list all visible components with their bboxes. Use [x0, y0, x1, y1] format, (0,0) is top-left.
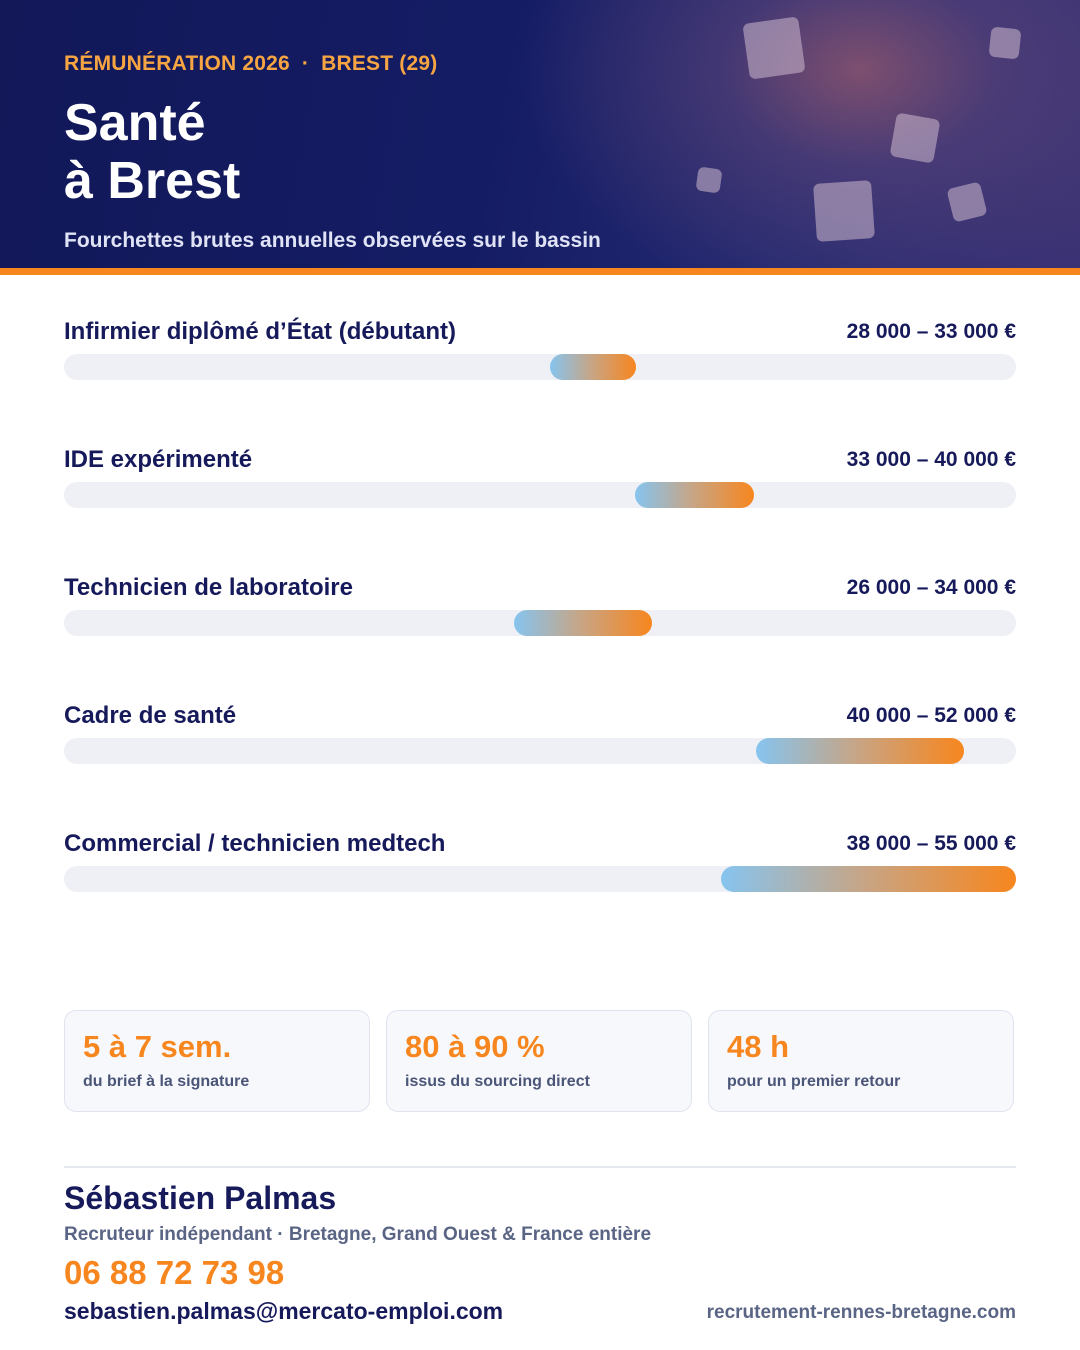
salary-range: 28 000 – 33 000 € — [846, 320, 1016, 343]
contact-role: Recruteur indépendant · Bretagne, Grand … — [64, 1224, 652, 1245]
title-line-2: à Brest — [64, 152, 241, 210]
decor-square-icon — [742, 16, 806, 80]
salary-range: 26 000 – 34 000 € — [846, 576, 1016, 599]
salary-row: Infirmier diplômé d’État (débutant) 28 0… — [64, 300, 1016, 410]
salary-range-bar — [756, 738, 964, 764]
page-subtitle: Fourchettes brutes annuelles observées s… — [64, 229, 601, 252]
salary-range-bar — [635, 482, 754, 508]
salary-role: Cadre de santé — [64, 702, 237, 729]
salary-range-bar — [514, 610, 652, 636]
stat-label: pour un premier retour — [727, 1073, 901, 1090]
contact-website-link[interactable]: recrutement-rennes-bretagne.com — [706, 1302, 1016, 1323]
salary-row: Cadre de santé 40 000 – 52 000 € — [64, 684, 1016, 794]
contact-email-link[interactable]: sebastien.palmas@mercato-emploi.com — [64, 1298, 504, 1324]
stat-label: issus du sourcing direct — [405, 1073, 590, 1090]
salary-track — [64, 610, 1016, 636]
salary-track — [64, 866, 1016, 892]
salary-range: 33 000 – 40 000 € — [846, 448, 1016, 471]
accent-stripe — [0, 268, 1080, 275]
page-title: Santé à Brest — [64, 94, 240, 210]
stat-value: 80 à 90 % — [405, 1029, 545, 1064]
contact-phone-link[interactable]: 06 88 72 73 98 — [64, 1254, 285, 1291]
salary-range-bar — [550, 354, 636, 380]
decor-square-icon — [988, 26, 1022, 60]
stat-value: 48 h — [727, 1029, 790, 1064]
kicker-location: BREST (29) — [321, 52, 438, 75]
stat-card: 48 h pour un premier retour — [708, 1010, 1014, 1112]
salary-row: Commercial / technicien medtech 38 000 –… — [64, 812, 1016, 922]
salary-track — [64, 738, 1016, 764]
hero-banner: RÉMUNÉRATION 2026 · BREST (29) Santé à Bre… — [0, 0, 1080, 268]
salary-track — [64, 354, 1016, 380]
salary-role: Technicien de laboratoire — [64, 574, 353, 601]
stat-card: 5 à 7 sem. du brief à la signature — [64, 1010, 370, 1112]
stat-card: 80 à 90 % issus du sourcing direct — [386, 1010, 692, 1112]
salary-role: IDE expérimenté — [64, 446, 253, 473]
hero-kicker: RÉMUNÉRATION 2026 · BREST (29) — [64, 52, 437, 76]
footer-divider — [64, 1166, 1016, 1168]
stat-value: 5 à 7 sem. — [83, 1029, 232, 1064]
salary-row: Technicien de laboratoire 26 000 – 34 00… — [64, 556, 1016, 666]
kicker-separator: · — [301, 52, 310, 75]
salary-range-bar — [721, 866, 1016, 892]
salary-row: IDE expérimenté 33 000 – 40 000 € — [64, 428, 1016, 538]
salary-role: Infirmier diplômé d’État (débutant) — [64, 318, 457, 345]
kicker-topic: RÉMUNÉRATION 2026 — [64, 52, 290, 75]
salary-range: 40 000 – 52 000 € — [846, 704, 1016, 727]
salary-range: 38 000 – 55 000 € — [846, 832, 1016, 855]
salary-track — [64, 482, 1016, 508]
salary-role: Commercial / technicien medtech — [64, 830, 446, 857]
title-line-1: Santé — [64, 94, 206, 152]
decor-square-icon — [813, 180, 875, 242]
decor-square-icon — [695, 166, 723, 194]
stat-label: du brief à la signature — [83, 1073, 250, 1090]
decor-square-icon — [946, 181, 988, 223]
contact-name: Sébastien Palmas — [64, 1180, 337, 1216]
decor-square-icon — [889, 112, 941, 164]
key-stats: 5 à 7 sem. du brief à la signature 80 à … — [64, 1010, 1016, 1114]
